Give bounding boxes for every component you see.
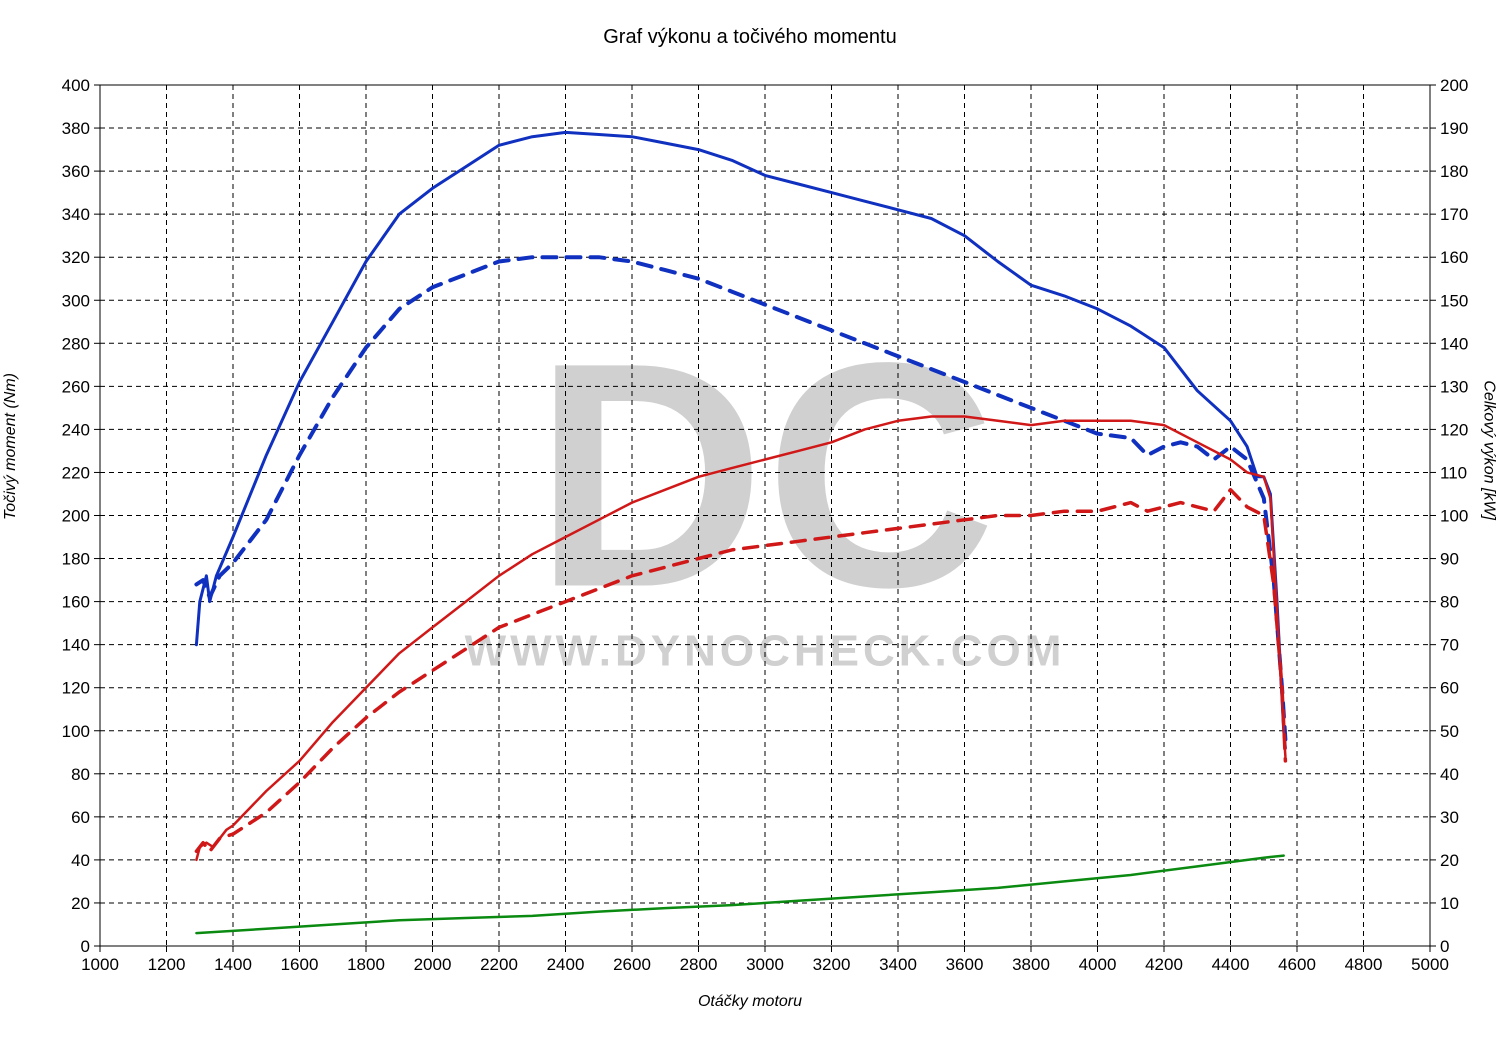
tick-label-x: 4600 xyxy=(1278,955,1316,974)
tick-label-left: 60 xyxy=(71,808,90,827)
tick-label-x: 2000 xyxy=(414,955,452,974)
tick-label-left: 320 xyxy=(62,248,90,267)
tick-label-x: 4800 xyxy=(1345,955,1383,974)
tick-label-right: 90 xyxy=(1440,550,1459,569)
tick-label-x: 4000 xyxy=(1079,955,1117,974)
tick-label-left: 380 xyxy=(62,119,90,138)
tick-label-x: 1000 xyxy=(81,955,119,974)
tick-label-x: 3800 xyxy=(1012,955,1050,974)
tick-label-left: 0 xyxy=(81,937,90,956)
tick-label-right: 80 xyxy=(1440,593,1459,612)
watermark-url: WWW.DYNOCHECK.COM xyxy=(465,627,1066,676)
tick-label-x: 2800 xyxy=(680,955,718,974)
tick-label-x: 3600 xyxy=(946,955,984,974)
tick-label-x: 1600 xyxy=(281,955,319,974)
tick-label-right: 160 xyxy=(1440,248,1468,267)
dyno-chart: DCWWW.DYNOCHECK.COM020406080100120140160… xyxy=(0,0,1500,1041)
tick-label-right: 70 xyxy=(1440,636,1459,655)
tick-label-x: 3000 xyxy=(746,955,784,974)
tick-label-x: 4200 xyxy=(1145,955,1183,974)
tick-label-right: 130 xyxy=(1440,377,1468,396)
tick-label-x: 2400 xyxy=(547,955,585,974)
tick-label-left: 400 xyxy=(62,76,90,95)
tick-label-right: 60 xyxy=(1440,679,1459,698)
tick-label-left: 140 xyxy=(62,636,90,655)
tick-label-right: 110 xyxy=(1440,463,1467,482)
series-drag_power xyxy=(196,856,1283,934)
tick-label-right: 20 xyxy=(1440,851,1459,870)
tick-label-left: 360 xyxy=(62,162,90,181)
tick-label-x: 4400 xyxy=(1212,955,1250,974)
tick-label-right: 170 xyxy=(1440,205,1468,224)
tick-label-left: 200 xyxy=(62,507,90,526)
tick-label-left: 20 xyxy=(71,894,90,913)
tick-label-left: 160 xyxy=(62,593,90,612)
tick-label-right: 0 xyxy=(1440,937,1449,956)
tick-label-right: 140 xyxy=(1440,334,1468,353)
tick-label-x: 2200 xyxy=(480,955,518,974)
tick-label-x: 1800 xyxy=(347,955,385,974)
tick-label-right: 150 xyxy=(1440,291,1468,310)
tick-label-x: 3400 xyxy=(879,955,917,974)
tick-label-x: 1200 xyxy=(148,955,186,974)
tick-label-x: 5000 xyxy=(1411,955,1449,974)
tick-label-left: 180 xyxy=(62,550,90,569)
tick-label-left: 240 xyxy=(62,420,90,439)
tick-label-left: 260 xyxy=(62,377,90,396)
tick-label-right: 40 xyxy=(1440,765,1459,784)
tick-label-left: 300 xyxy=(62,291,90,310)
tick-label-x: 3200 xyxy=(813,955,851,974)
tick-label-left: 80 xyxy=(71,765,90,784)
tick-label-left: 340 xyxy=(62,205,90,224)
tick-label-right: 100 xyxy=(1440,507,1468,526)
tick-label-left: 120 xyxy=(62,679,90,698)
tick-label-left: 100 xyxy=(62,722,90,741)
tick-label-left: 40 xyxy=(71,851,90,870)
tick-label-right: 50 xyxy=(1440,722,1459,741)
tick-label-right: 30 xyxy=(1440,808,1459,827)
tick-label-right: 200 xyxy=(1440,76,1468,95)
tick-label-x: 1400 xyxy=(214,955,252,974)
tick-label-right: 120 xyxy=(1440,420,1468,439)
tick-label-left: 220 xyxy=(62,463,90,482)
tick-label-right: 190 xyxy=(1440,119,1468,138)
tick-label-left: 280 xyxy=(62,334,90,353)
tick-label-right: 10 xyxy=(1440,894,1459,913)
tick-label-right: 180 xyxy=(1440,162,1468,181)
tick-label-x: 2600 xyxy=(613,955,651,974)
